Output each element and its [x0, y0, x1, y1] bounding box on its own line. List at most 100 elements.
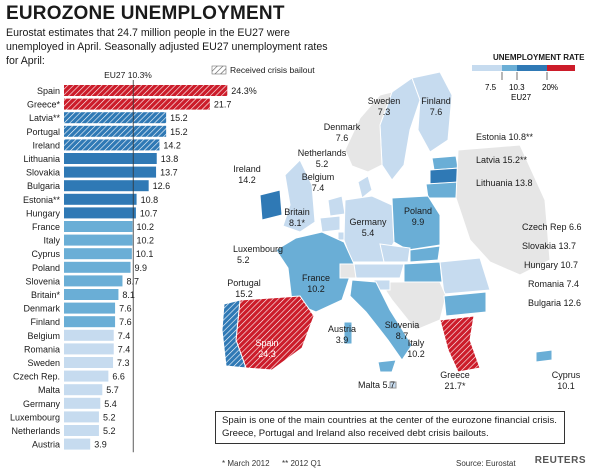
bar-hungary — [64, 207, 136, 219]
category-label: Portugal — [26, 127, 60, 137]
value-label: 10.1 — [136, 249, 154, 259]
category-label: Denmark — [23, 304, 60, 314]
bar-czech-rep — [64, 370, 109, 382]
map-norway — [344, 91, 393, 173]
bar-belgium — [64, 329, 114, 341]
value-label: 13.7 — [160, 168, 178, 178]
map-czech — [379, 243, 411, 263]
map-label-sweden: Sweden — [368, 96, 401, 106]
value-label: 13.8 — [161, 154, 179, 164]
chart-subtitle: Eurostat estimates that 24.7 million peo… — [6, 27, 328, 67]
value-label: 8.1 — [122, 290, 135, 300]
bar-denmark — [64, 302, 116, 314]
map-bulgaria — [443, 291, 487, 317]
value-label: 8.7 — [126, 276, 139, 286]
category-label: Romania — [24, 344, 60, 354]
category-label: Germany — [23, 399, 61, 409]
category-label: France — [32, 222, 60, 232]
bar-sweden — [64, 357, 114, 368]
category-label: Lithuania — [23, 154, 60, 164]
map-hungary — [403, 261, 443, 283]
bar-slovenia — [64, 275, 123, 287]
map-value-cyprus: 10.1 — [557, 381, 575, 391]
map-value-portugal: 15.2 — [235, 289, 253, 299]
bar-slovakia — [64, 166, 157, 178]
value-label: 7.3 — [117, 358, 130, 368]
bar-italy — [64, 234, 133, 246]
map-malta — [389, 381, 397, 389]
map-label-estonia: Estonia 10.8** — [476, 132, 534, 142]
category-label: Hungary — [26, 208, 61, 218]
map-value-slovenia: 8.7 — [396, 331, 409, 341]
bar-britain — [64, 289, 119, 300]
map-value-denmark: 7.6 — [336, 133, 349, 143]
bar-cyprus — [64, 248, 132, 260]
map-value-finland: 7.6 — [430, 107, 443, 117]
map-portugal — [221, 299, 247, 369]
bar-france — [64, 221, 133, 232]
bar-germany — [64, 397, 101, 409]
map-cyprus — [535, 349, 553, 363]
value-label: 12.6 — [153, 181, 171, 191]
value-label: 3.9 — [94, 440, 107, 450]
map-value-luxembourg: 5.2 — [237, 255, 250, 265]
map-austria — [351, 263, 405, 279]
rate-legend: UNEMPLOYMENT RATE 7.5 10.3 20% EU27 — [472, 53, 585, 102]
map-label-belgium: Belgium — [302, 172, 335, 182]
map-label-spain: Spain — [255, 338, 278, 348]
bar-finland — [64, 316, 116, 328]
category-label: Spain — [37, 86, 60, 96]
bar-lithuania — [64, 153, 157, 164]
value-label: 10.2 — [137, 222, 155, 232]
map-value-britain: 8.1* — [289, 218, 306, 228]
map-finland — [411, 71, 453, 153]
map-value-spain: 24.3 — [258, 349, 276, 359]
eu27-reference-label: EU27 10.3% — [104, 70, 152, 80]
category-label: Poland — [32, 263, 60, 273]
map-label-austria: Austria — [328, 324, 356, 334]
map-label-slovenia: Slovenia — [385, 320, 420, 330]
map-label-greece: Greece — [440, 370, 470, 380]
map-label-luxembourg: Luxembourg — [233, 244, 283, 254]
category-label: Estonia** — [23, 195, 61, 205]
value-label: 21.7 — [214, 100, 232, 110]
map-label-lithuania: Lithuania 13.8 — [476, 178, 533, 188]
map-value-austria: 3.9 — [336, 335, 349, 345]
category-label: Ireland — [32, 140, 60, 150]
callout-note: Spain is one of the main countries at th… — [215, 411, 565, 444]
map-lithuania — [425, 181, 459, 199]
value-label: 7.6 — [119, 304, 132, 314]
bailout-legend-label: Received crisis bailout — [230, 65, 315, 75]
map-netherlands — [327, 195, 346, 217]
value-label: 14.2 — [163, 140, 181, 150]
category-label: Finland — [30, 317, 60, 327]
bar-portugal — [64, 125, 167, 137]
bar-series: Spain 24.3% Greece* 21.7 Latvia** 15.2 Portuga… — [10, 80, 257, 453]
value-label: 6.6 — [112, 372, 125, 382]
map-denmark — [357, 175, 373, 199]
bar-netherlands — [64, 425, 99, 436]
value-label: 5.4 — [104, 399, 117, 409]
map-label-czech-rep: Czech Rep 6.6 — [522, 222, 582, 232]
bar-spain — [64, 85, 228, 96]
category-label: Austria — [32, 440, 60, 450]
source-note: Source: Eurostat — [456, 459, 516, 468]
rate-legend-title: UNEMPLOYMENT RATE — [493, 53, 585, 62]
map-luxembourg — [337, 231, 345, 241]
value-label: 7.4 — [118, 344, 131, 354]
map-italy — [349, 279, 413, 361]
bar-malta — [64, 384, 103, 396]
map-value-netherlands: 5.2 — [316, 159, 329, 169]
value-label: 10.8 — [141, 195, 159, 205]
bar-luxembourg — [64, 411, 99, 423]
map-sicily — [377, 359, 397, 373]
bar-latvia — [64, 112, 167, 124]
map-poland — [391, 195, 441, 251]
value-label: 10.7 — [140, 208, 158, 218]
map-label-portugal: Portugal — [227, 278, 261, 288]
bar-ireland — [64, 139, 160, 151]
map-value-france: 10.2 — [307, 284, 325, 294]
category-label: Malta — [38, 385, 60, 395]
map-east — [455, 144, 551, 276]
category-label: Cyprus — [31, 249, 60, 259]
